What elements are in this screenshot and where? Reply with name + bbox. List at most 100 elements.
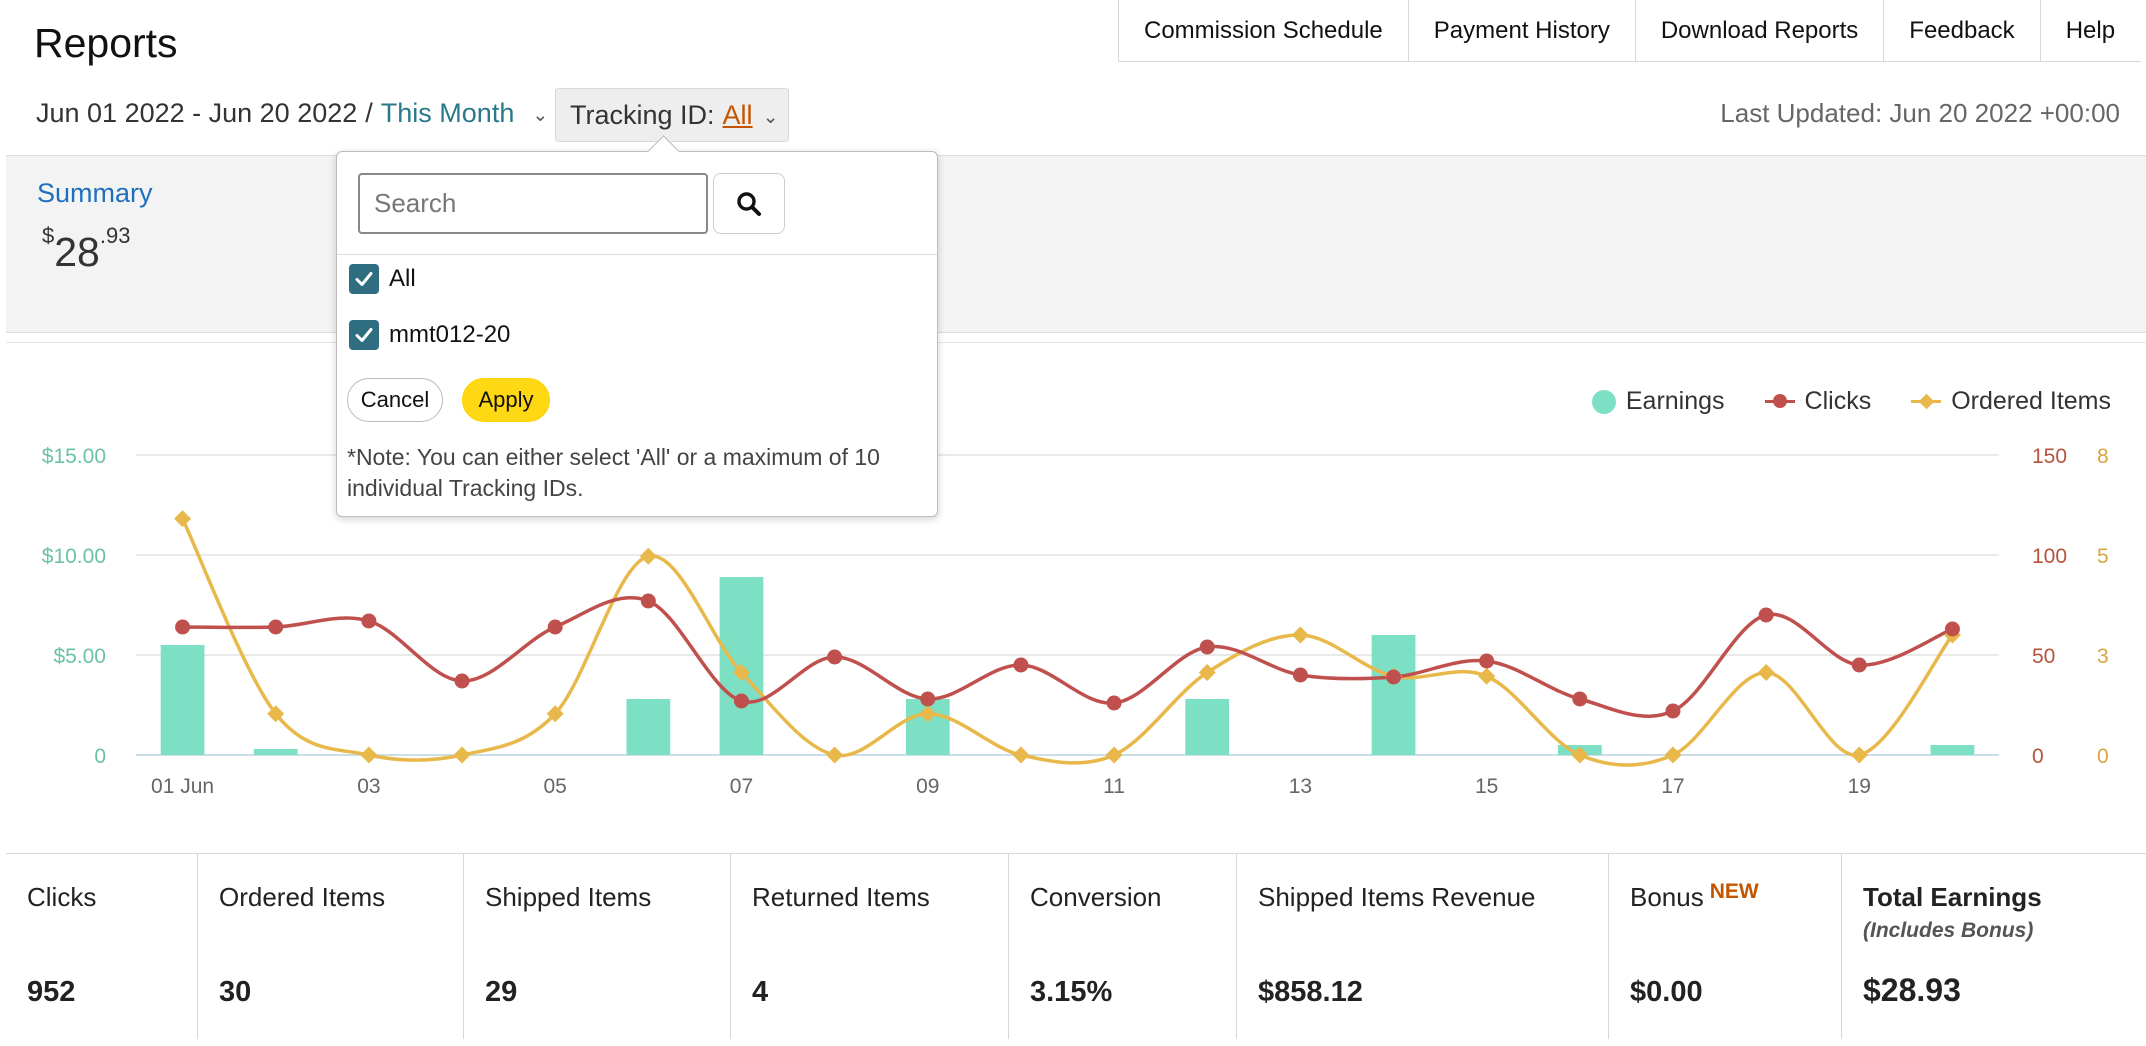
metric-label: Bonus NEW	[1630, 880, 1759, 913]
chevron-down-icon[interactable]: ⌄	[532, 105, 549, 126]
tracking-id-dropdown[interactable]: Tracking ID: All ⌄	[555, 88, 789, 142]
option-label: mmt012-20	[389, 321, 511, 348]
y-tick-items: 0	[2097, 745, 2109, 768]
earnings-bar	[1371, 635, 1416, 755]
legend-earnings[interactable]: Earnings	[1591, 387, 1725, 416]
ordered-items-point	[732, 664, 750, 681]
option-all[interactable]: All	[349, 264, 416, 294]
clicks-point	[1665, 703, 1681, 719]
metric-label: Shipped Items Revenue	[1258, 882, 1536, 912]
new-badge: NEW	[1709, 880, 1759, 903]
clicks-point	[1199, 639, 1215, 655]
checkbox-checked-icon[interactable]	[349, 320, 379, 350]
checkbox-checked-icon[interactable]	[349, 264, 379, 294]
tracking-id-value: All	[722, 99, 753, 130]
metric-label: Clicks	[27, 882, 97, 912]
date-range-picker[interactable]: Jun 01 2022 - Jun 20 2022 / This Month ⌄	[36, 98, 548, 129]
clicks-point	[920, 691, 936, 707]
ordered-items-point	[1664, 746, 1682, 764]
report-nav: Commission Schedule Payment History Down…	[1118, 0, 2142, 62]
nav-download-reports[interactable]: Download Reports	[1636, 0, 1885, 61]
metric-label: Total Earnings (Includes Bonus)	[1863, 882, 2042, 943]
x-tick: 09	[916, 775, 939, 798]
ordered-items-point	[1012, 746, 1030, 764]
tracking-note: *Note: You can either select 'All' or a …	[347, 444, 880, 501]
earnings-bar	[253, 749, 298, 755]
metric-value: 29	[485, 976, 518, 1008]
x-tick: 17	[1661, 775, 1684, 798]
metric-label: Returned Items	[752, 882, 930, 912]
x-tick: 13	[1289, 775, 1312, 798]
y-tick-items: 3	[2097, 645, 2109, 668]
ordered-items-legend-icon	[1911, 400, 1942, 403]
legend-ordered-items-label: Ordered Items	[1951, 387, 2111, 415]
summary-amount: $28.93	[42, 223, 130, 276]
y-tick-items: 8	[2097, 445, 2109, 468]
tracking-search-input[interactable]	[358, 173, 708, 234]
last-updated: Last Updated: Jun 20 2022 +00:00	[1720, 98, 2120, 128]
clicks-point	[454, 673, 470, 689]
x-tick: 19	[1848, 775, 1871, 798]
ordered-items-point	[1478, 667, 1496, 685]
search-button[interactable]	[713, 173, 785, 234]
y-tick-clicks: 100	[2032, 545, 2067, 568]
clicks-point	[361, 613, 377, 629]
y-tick-items: 5	[2097, 545, 2109, 568]
y-tick-clicks: 50	[2032, 645, 2055, 668]
x-tick: 03	[357, 775, 380, 798]
metric-value: 3.15%	[1030, 976, 1113, 1008]
metrics-strip: Clicks 952 Ordered Items 30 Shipped Item…	[6, 853, 2146, 1039]
nav-help[interactable]: Help	[2065, 16, 2116, 44]
clicks-point	[640, 593, 656, 609]
popover-divider	[337, 254, 937, 255]
clicks-legend-icon	[1764, 394, 1795, 408]
ordered-items-point	[1757, 664, 1775, 681]
legend-ordered-items[interactable]: Ordered Items	[1911, 387, 2111, 416]
search-icon	[737, 191, 761, 216]
tracking-id-popover: All mmt012-20 Cancel Apply *Note: You ca…	[336, 151, 938, 517]
summary-link[interactable]: Summary	[37, 178, 153, 208]
ordered-items-point	[1105, 746, 1123, 764]
ordered-items-point	[267, 705, 285, 723]
metric-returned-items: Returned Items 4	[731, 854, 1009, 1039]
metric-value: $858.12	[1258, 976, 1363, 1008]
earnings-bar	[160, 645, 205, 755]
ordered-items-point	[453, 746, 471, 764]
clicks-point	[547, 619, 563, 635]
metric-value: $0.00	[1630, 976, 1703, 1008]
summary-whole: 28	[54, 229, 100, 275]
option-mmt012-20[interactable]: mmt012-20	[349, 320, 510, 350]
metric-clicks: Clicks 952	[6, 854, 198, 1039]
y-tick-left: $15.00	[42, 445, 106, 468]
metric-bonus-label: Bonus	[1630, 882, 1704, 912]
nav-commission-schedule[interactable]: Commission Schedule	[1119, 0, 1409, 61]
apply-button[interactable]: Apply	[462, 378, 550, 422]
x-tick: 05	[543, 775, 566, 798]
earnings-bar	[626, 699, 671, 755]
x-tick: 11	[1103, 775, 1125, 798]
nav-payment-history[interactable]: Payment History	[1409, 0, 1636, 61]
tracking-id-label: Tracking ID:	[570, 99, 715, 130]
x-tick: 07	[730, 775, 753, 798]
clicks-point	[1944, 621, 1960, 637]
ordered-items-point	[174, 510, 192, 528]
nav-feedback[interactable]: Feedback	[1884, 0, 2041, 61]
period-link[interactable]: This Month	[380, 98, 515, 128]
metric-label: Shipped Items	[485, 882, 652, 912]
option-label: All	[389, 265, 416, 292]
clicks-point	[175, 619, 191, 635]
metric-value: 952	[27, 976, 76, 1008]
ordered-items-point	[1291, 626, 1309, 644]
clicks-point	[1292, 667, 1308, 683]
metric-ordered-items: Ordered Items 30	[198, 854, 464, 1039]
clicks-point	[827, 649, 843, 665]
earnings-legend-icon	[1591, 389, 1616, 414]
cancel-button[interactable]: Cancel	[347, 378, 443, 422]
legend-clicks[interactable]: Clicks	[1764, 387, 1871, 416]
y-tick-clicks: 150	[2032, 445, 2067, 468]
metric-label: Conversion	[1030, 882, 1162, 912]
metric-label: Ordered Items	[219, 882, 386, 912]
chart-legend: Earnings Clicks Ordered Items	[1591, 387, 2111, 416]
earnings-chart: 0 $5.00 $10.00 $15.00 0 50 100 150 0 3 5 8 01 Jun 03 0…	[6, 342, 2146, 852]
